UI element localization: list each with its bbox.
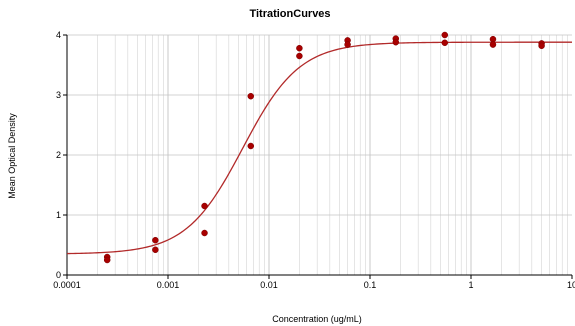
y-tick-label: 0: [56, 270, 61, 280]
y-tick-label: 4: [56, 30, 61, 40]
x-tick-label: 0.001: [157, 280, 180, 290]
data-point: [152, 236, 159, 244]
data-point: [103, 256, 111, 264]
x-tick-label: 0.0001: [53, 280, 81, 290]
data-point: [247, 92, 255, 100]
tick-labels: 0 1 2 3 4 0.0001 0.001 0.01 0.1 1 10: [53, 30, 575, 290]
chart-title: TitrationCurves: [249, 8, 330, 20]
x-tick-label: 0.01: [260, 280, 278, 290]
x-tick-label: 0.1: [364, 280, 377, 290]
data-point: [296, 44, 303, 52]
data-point: [201, 229, 208, 237]
grid-lines: [66, 34, 572, 276]
data-point: [538, 42, 545, 50]
x-tick-label: 10: [567, 280, 575, 290]
fit-curve: [66, 41, 572, 255]
data-point: [152, 246, 159, 254]
data-point: [489, 35, 497, 43]
x-tick-label: 1: [468, 280, 473, 290]
axes: [63, 34, 573, 279]
data-point: [201, 202, 208, 210]
y-axis-label: Mean Optical Density: [7, 113, 17, 199]
data-point: [247, 142, 255, 150]
y-tick-label: 1: [56, 210, 61, 220]
data-point: [441, 31, 449, 39]
data-point: [489, 41, 497, 48]
data-point: [392, 38, 400, 46]
data-points: [103, 31, 545, 264]
x-axis-label: Concentration (ug/mL): [272, 314, 362, 324]
data-point: [441, 39, 449, 47]
y-tick-label: 2: [56, 150, 61, 160]
data-point: [344, 41, 351, 48]
data-point: [296, 52, 303, 60]
fit-curve-layer: [66, 41, 572, 255]
y-tick-label: 3: [56, 90, 61, 100]
